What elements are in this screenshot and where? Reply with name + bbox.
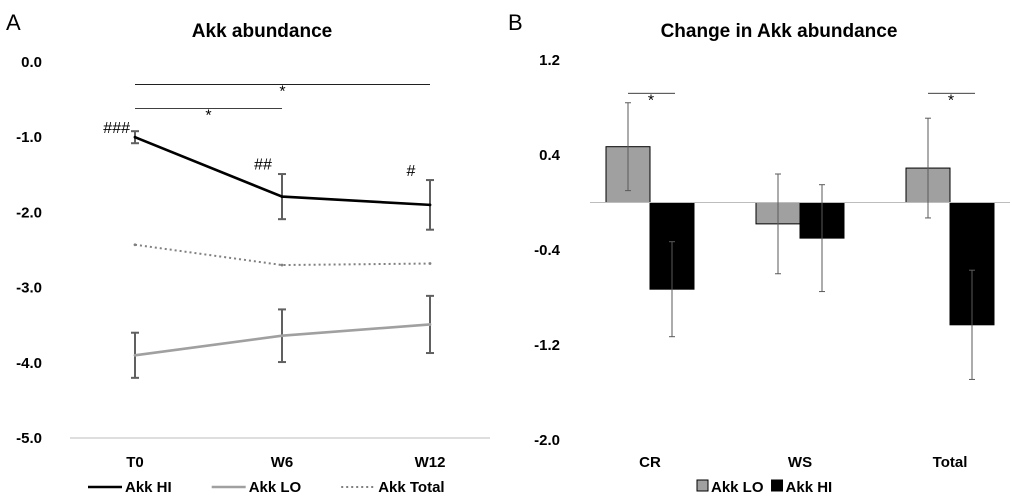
panel-a-y-tick: -4.0 bbox=[16, 355, 42, 372]
series-akk-hi bbox=[131, 130, 434, 231]
panel-a-title: Akk abundance bbox=[192, 21, 332, 42]
panel-b-x-tick: WS bbox=[788, 454, 812, 471]
panel-b: B Change in Akk abundance 1.2 0.4 -0.4 -1.2… bbox=[508, 10, 1010, 496]
legend-label-akk-hi: Akk HI bbox=[125, 479, 172, 496]
legend-label-akk-total: Akk Total bbox=[378, 479, 444, 496]
panel-b-letter: B bbox=[508, 10, 523, 35]
panel-a-x-tick: W6 bbox=[271, 454, 294, 471]
panel-b-significance-label: * bbox=[948, 92, 954, 109]
panel-a-y-tick: -5.0 bbox=[16, 430, 42, 447]
panel-a: A Akk abundance 0.0-1.0-2.0-3.0-4.0-5.0 … bbox=[6, 10, 490, 496]
data-point bbox=[280, 334, 284, 338]
panel-b-y-tick: -1.2 bbox=[534, 337, 560, 354]
data-point bbox=[133, 135, 137, 139]
panel-b-y-tick: -2.0 bbox=[534, 432, 560, 449]
panel-a-x-tick: W12 bbox=[415, 454, 446, 471]
data-point bbox=[428, 203, 432, 207]
panel-a-y-tick: 0.0 bbox=[21, 54, 42, 71]
panel-a-x-tick: T0 bbox=[126, 454, 144, 471]
data-point bbox=[428, 323, 432, 326]
panel-b-x-tick: Total bbox=[933, 454, 968, 471]
panel-b-y-ticks: 1.2 0.4 -0.4 -1.2 -2.0 bbox=[534, 52, 561, 449]
data-point bbox=[280, 263, 284, 267]
data-point bbox=[280, 195, 284, 199]
panel-a-y-tick: -2.0 bbox=[16, 204, 42, 221]
panel-a-significance-label: * bbox=[279, 84, 285, 101]
series-akk-lo bbox=[131, 294, 434, 379]
panel-b-y-tick: -0.4 bbox=[534, 242, 561, 259]
legend-label-akk-hi: Akk HI bbox=[786, 479, 833, 496]
panel-b-bars bbox=[605, 146, 995, 326]
panel-b-title: Change in Akk abundance bbox=[661, 21, 898, 42]
panel-a-y-tick: -1.0 bbox=[16, 129, 42, 146]
panel-b-y-tick: 0.4 bbox=[539, 147, 561, 164]
panel-a-significance-label: * bbox=[205, 108, 211, 125]
series-akk-total bbox=[133, 243, 432, 267]
legend-swatch-akk-lo bbox=[696, 479, 709, 492]
panel-a-annotation: ## bbox=[254, 156, 272, 173]
panel-b-significance-label: * bbox=[648, 92, 654, 109]
legend-label-akk-lo: Akk LO bbox=[249, 479, 302, 496]
panel-a-y-tick: -3.0 bbox=[16, 280, 42, 297]
legend-swatch-akk-hi bbox=[771, 479, 784, 492]
panel-b-y-tick: 1.2 bbox=[539, 52, 560, 69]
panel-a-letter: A bbox=[6, 10, 21, 35]
data-point bbox=[428, 262, 432, 265]
panel-a-significance: ** bbox=[135, 84, 430, 125]
panel-b-x-tick: CR bbox=[639, 454, 661, 471]
panel-a-legend: Akk HI Akk LO Akk Total bbox=[88, 479, 445, 496]
panel-a-annotations: ##### # bbox=[103, 120, 415, 180]
series-line-akk-total bbox=[134, 243, 431, 267]
panel-a-x-ticks: T0 W6 W12 bbox=[126, 454, 445, 471]
legend-label-akk-lo: Akk LO bbox=[711, 479, 764, 496]
panel-b-legend: Akk LO Akk HI bbox=[696, 479, 833, 496]
panel-a-annotation: # bbox=[407, 163, 416, 180]
panel-a-annotation: ### bbox=[103, 120, 130, 137]
panel-a-series bbox=[131, 130, 434, 379]
panel-b-x-ticks: CR WS Total bbox=[639, 454, 967, 471]
data-point bbox=[133, 353, 137, 357]
data-point bbox=[133, 243, 137, 247]
panel-b-error-bars bbox=[625, 102, 975, 380]
panel-a-y-ticks: 0.0 -1.0 -2.0 -3.0 -4.0 -5.0 bbox=[16, 54, 42, 447]
panel-b-significance: * * bbox=[628, 92, 975, 109]
